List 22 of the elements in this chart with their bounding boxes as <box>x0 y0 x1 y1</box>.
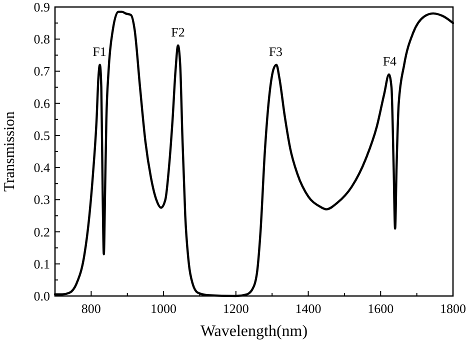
y-tick-label: 0.1 <box>34 256 50 272</box>
y-tick-label: 0.0 <box>34 288 50 304</box>
annotation: F1 <box>92 44 106 59</box>
annotation: F2 <box>171 24 185 40</box>
y-tick-label: 0.3 <box>34 192 50 208</box>
x-axis-title: Wavelength(nm) <box>200 323 308 340</box>
annotation: F4 <box>382 53 398 68</box>
x-tick-label: 1000 <box>150 301 177 316</box>
y-tick-label: 0.7 <box>34 64 50 79</box>
y-tick-label: 0.4 <box>34 160 50 176</box>
y-tick-label: 0.6 <box>34 96 50 111</box>
x-tick-label: 1400 <box>295 301 322 316</box>
x-tick-label: 1800 <box>440 301 466 316</box>
y-axis-title: Transmission <box>2 110 18 192</box>
annotation: F3 <box>268 44 283 59</box>
x-tick-label: 1200 <box>222 301 249 316</box>
y-tick-label: 0.5 <box>34 128 50 143</box>
x-tick-label: 1600 <box>368 301 394 316</box>
x-tick-label: 800 <box>81 301 101 316</box>
y-tick-label: 0.8 <box>34 32 50 47</box>
y-tick-label: 0.9 <box>34 0 50 14</box>
y-tick-label: 0.2 <box>34 224 50 240</box>
